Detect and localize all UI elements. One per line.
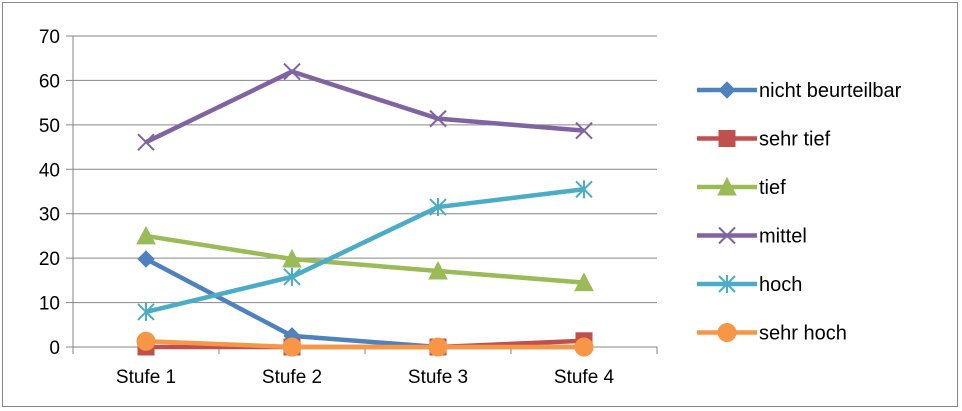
x-tick-label: Stufe 2 bbox=[262, 367, 322, 388]
y-axis-ticks: 0 10 20 30 40 50 60 70 bbox=[39, 27, 60, 359]
data-point bbox=[428, 337, 448, 357]
legend-item: mittel bbox=[697, 226, 807, 248]
series-lines bbox=[136, 62, 594, 357]
data-point bbox=[282, 248, 302, 268]
data-point bbox=[137, 250, 155, 268]
y-tick-label: 10 bbox=[39, 294, 60, 315]
legend-marker bbox=[718, 81, 736, 99]
legend-label: hoch bbox=[759, 274, 802, 296]
series-line bbox=[145, 69, 585, 145]
legend-label: sehr tief bbox=[759, 129, 831, 151]
series-sehr-hoch bbox=[136, 331, 594, 357]
legend-item: tief bbox=[697, 176, 786, 199]
data-point bbox=[137, 133, 155, 151]
series-hoch bbox=[137, 180, 593, 321]
x-tick-label: Stufe 3 bbox=[408, 367, 468, 388]
legend-label: sehr hoch bbox=[759, 323, 847, 345]
axes bbox=[66, 35, 658, 354]
legend-item: nicht beurteilbar bbox=[697, 80, 902, 102]
data-point bbox=[429, 198, 447, 217]
y-tick-label: 30 bbox=[39, 205, 60, 226]
y-tick-label: 50 bbox=[39, 116, 60, 137]
data-point bbox=[575, 121, 593, 140]
chart-frame bbox=[2, 2, 958, 407]
data-point bbox=[136, 225, 156, 245]
legend-marker bbox=[717, 176, 737, 196]
series-mittel bbox=[137, 62, 593, 151]
x-tick-label: Stufe 1 bbox=[116, 367, 176, 388]
data-point bbox=[574, 337, 594, 357]
x-axis-ticks: Stufe 1 Stufe 2 Stufe 3 Stufe 4 bbox=[116, 367, 615, 388]
y-tick-label: 70 bbox=[39, 27, 60, 48]
y-tick-label: 20 bbox=[39, 249, 60, 270]
legend-marker bbox=[717, 323, 737, 342]
y-tick-label: 0 bbox=[49, 338, 60, 359]
legend-marker bbox=[718, 130, 736, 147]
legend-item: sehr tief bbox=[697, 129, 831, 151]
legend-label: nicht beurteilbar bbox=[759, 80, 902, 102]
series-line bbox=[145, 233, 585, 285]
grid bbox=[73, 35, 657, 304]
x-tick-label: Stufe 4 bbox=[554, 367, 615, 388]
y-tick-label: 60 bbox=[39, 71, 60, 92]
data-point bbox=[136, 331, 156, 351]
data-point bbox=[137, 302, 155, 321]
data-point bbox=[429, 109, 447, 128]
legend-label: mittel bbox=[759, 226, 807, 248]
series-line bbox=[145, 187, 585, 315]
legend-label: tief bbox=[759, 177, 786, 199]
series-tief bbox=[136, 225, 594, 292]
legend-item: sehr hoch bbox=[697, 323, 847, 345]
data-point bbox=[428, 260, 448, 280]
legend-item: hoch bbox=[697, 274, 802, 296]
legend-marker bbox=[718, 275, 736, 293]
data-point bbox=[282, 337, 302, 357]
data-point bbox=[283, 62, 301, 81]
data-point bbox=[574, 272, 594, 292]
data-point bbox=[283, 267, 301, 286]
data-point bbox=[575, 180, 593, 199]
series-line bbox=[145, 338, 584, 350]
legend: nicht beurteilbar sehr tief tief mittel hoch… bbox=[697, 80, 902, 345]
y-tick-label: 40 bbox=[39, 160, 60, 181]
legend-marker bbox=[718, 226, 736, 245]
